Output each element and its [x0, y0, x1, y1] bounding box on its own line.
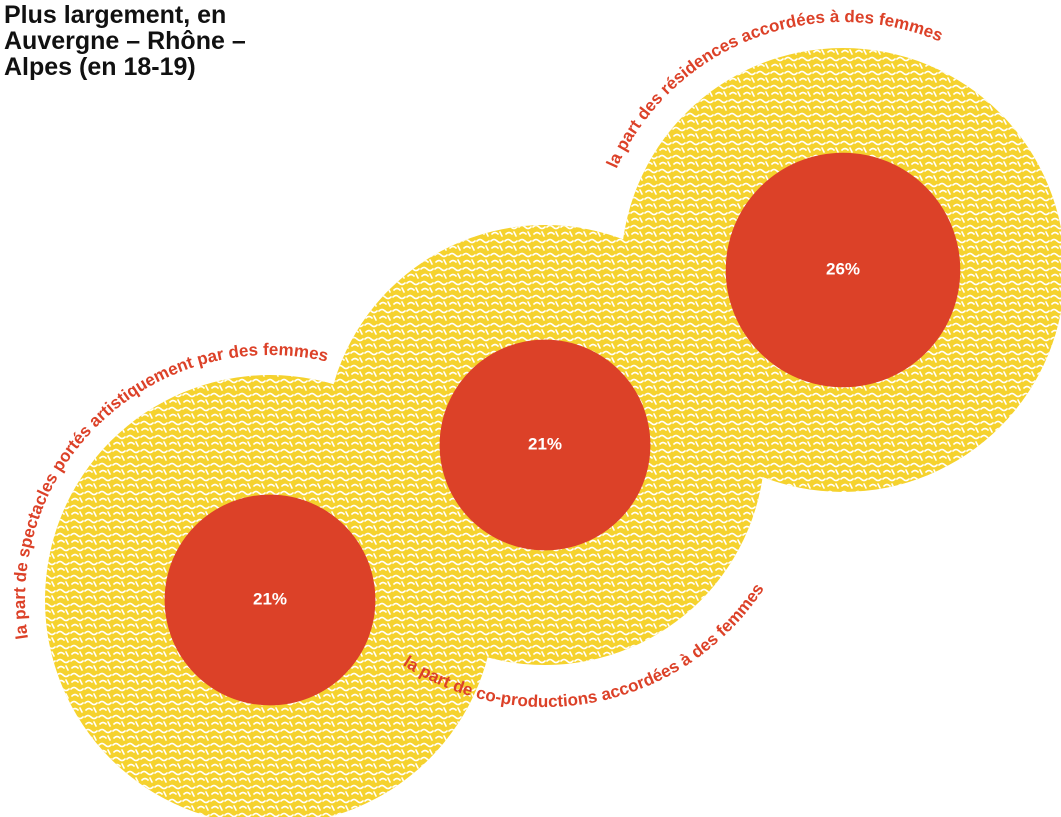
bubble	[725, 152, 961, 388]
value-label: 21%	[528, 434, 562, 453]
value-label: 26%	[826, 259, 860, 278]
bubble	[439, 339, 651, 551]
title: Plus largement, en Auvergne – Rhône – Al…	[4, 1, 246, 81]
value-label: 21%	[253, 589, 287, 608]
bubble	[164, 494, 376, 706]
